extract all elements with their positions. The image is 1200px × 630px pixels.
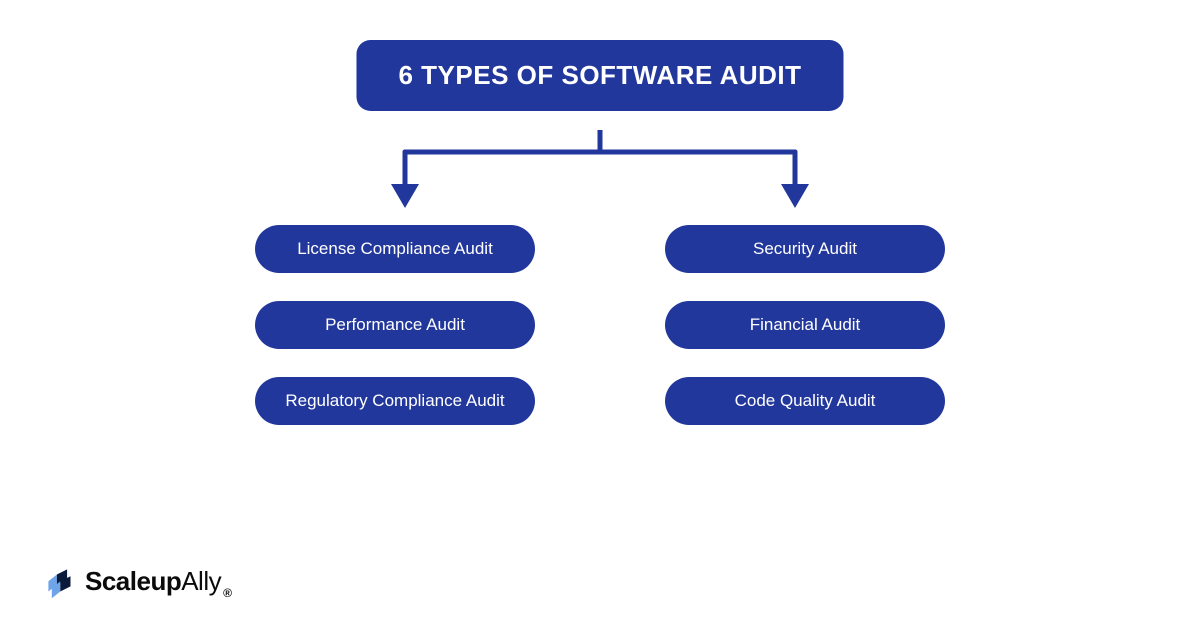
item-label: Performance Audit xyxy=(325,315,465,334)
logo-bold: Scaleup xyxy=(85,566,181,596)
logo-mark-icon xyxy=(45,566,79,600)
item-label: License Compliance Audit xyxy=(297,239,493,258)
logo-registered: ® xyxy=(223,586,231,600)
title-text: 6 TYPES OF SOFTWARE AUDIT xyxy=(398,60,801,90)
item-code-quality: Code Quality Audit xyxy=(665,377,945,425)
item-regulatory-compliance: Regulatory Compliance Audit xyxy=(255,377,535,425)
brand-logo: ScaleupAlly® xyxy=(45,566,231,600)
item-label: Financial Audit xyxy=(750,315,861,334)
logo-text: ScaleupAlly® xyxy=(85,566,231,599)
branch-connector xyxy=(360,130,840,210)
item-label: Security Audit xyxy=(753,239,857,258)
item-label: Regulatory Compliance Audit xyxy=(285,391,504,410)
items-grid: License Compliance Audit Security Audit … xyxy=(255,225,945,425)
item-performance: Performance Audit xyxy=(255,301,535,349)
item-financial: Financial Audit xyxy=(665,301,945,349)
item-label: Code Quality Audit xyxy=(735,391,876,410)
logo-light: Ally xyxy=(181,566,221,596)
item-security: Security Audit xyxy=(665,225,945,273)
title-box: 6 TYPES OF SOFTWARE AUDIT xyxy=(356,40,843,111)
item-license-compliance: License Compliance Audit xyxy=(255,225,535,273)
